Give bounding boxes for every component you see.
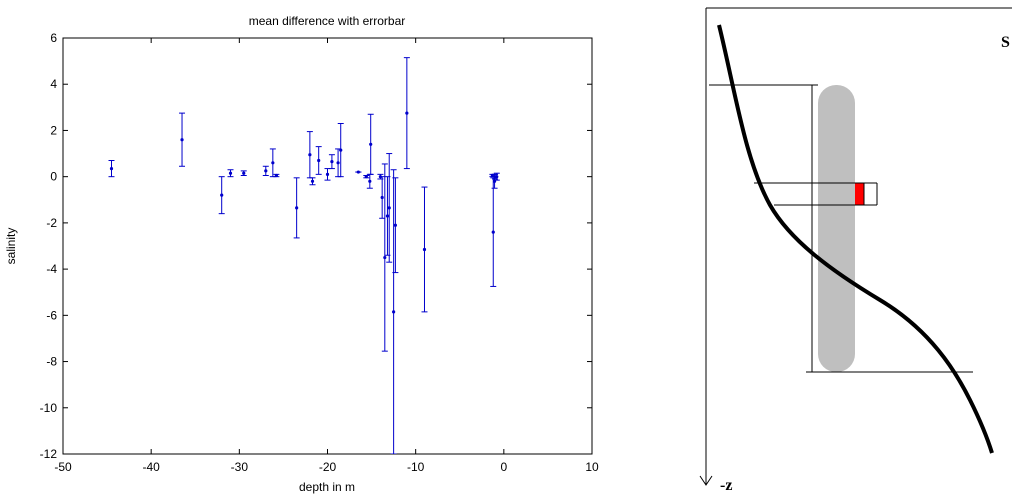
point [422, 247, 427, 252]
plot-frame [62, 37, 593, 455]
point [383, 255, 387, 260]
y-tick-label: -12 [40, 447, 58, 461]
point [317, 158, 321, 163]
point [385, 214, 390, 218]
point [392, 310, 396, 314]
y-tick-label: -4 [46, 262, 57, 276]
point [364, 175, 368, 179]
diagram [699, 7, 1012, 486]
point [491, 230, 495, 234]
y-tick-label: 2 [50, 123, 57, 137]
point [405, 111, 409, 115]
profile-curve [717, 24, 994, 454]
x-tick-label: 0 [500, 460, 507, 474]
x-axis-label: depth in m [299, 480, 355, 494]
point [228, 171, 233, 175]
y-tick-label: -8 [46, 355, 57, 369]
point [495, 175, 499, 179]
point [180, 138, 184, 142]
x-tick-label: -50 [54, 460, 72, 474]
y-axis-label: salinity [4, 228, 18, 265]
x-tick-label: -10 [407, 460, 425, 474]
y-tick-label: 4 [50, 77, 57, 91]
y-tick-label: -2 [46, 216, 57, 230]
chart-title: mean difference with errorbar [249, 14, 406, 28]
y-tick-label: -10 [40, 401, 58, 415]
point [490, 173, 494, 178]
point [368, 179, 372, 183]
x-tick-label: -40 [142, 460, 160, 474]
y-tick-label: -6 [46, 308, 57, 322]
x-tick-label: 10 [585, 460, 599, 474]
z-arrow [699, 475, 713, 486]
range-bar [818, 85, 855, 372]
axis-label: -z [720, 477, 732, 494]
point [369, 142, 373, 146]
point [336, 161, 340, 165]
x-tick-label: -30 [231, 460, 249, 474]
point [242, 171, 246, 175]
x-tick-label: -20 [319, 460, 337, 474]
curve-label: S [1001, 34, 1010, 51]
point [295, 206, 299, 210]
point [325, 172, 330, 176]
point [220, 193, 224, 197]
highlight [855, 183, 864, 205]
point [109, 166, 114, 171]
point [387, 206, 391, 210]
point [264, 169, 268, 173]
point [380, 195, 384, 200]
point [274, 173, 278, 178]
point [356, 170, 360, 174]
y-tick-label: 0 [50, 170, 57, 184]
point [271, 161, 275, 165]
point [330, 160, 334, 164]
point [308, 153, 312, 157]
plot-area [108, 57, 500, 454]
point [310, 179, 315, 183]
y-tick-label: 6 [50, 31, 57, 45]
point [339, 148, 343, 152]
point [393, 223, 397, 227]
